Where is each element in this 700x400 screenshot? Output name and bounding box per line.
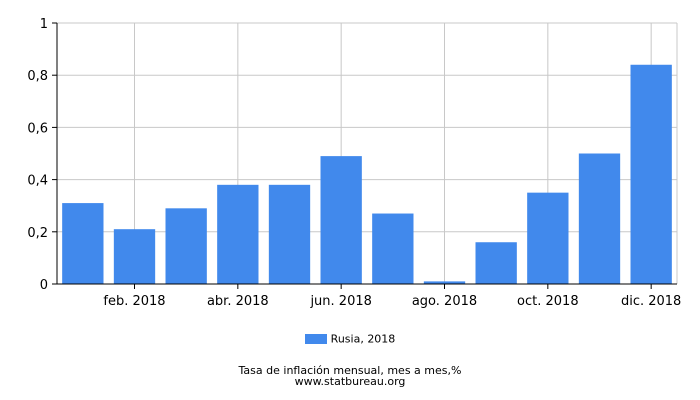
chart-title: Tasa de inflación mensual, mes a mes,% xyxy=(238,364,462,377)
y-tick-label: 0,6 xyxy=(27,121,48,136)
x-tick-label-ago-2018: ago. 2018 xyxy=(412,294,477,309)
bar-sep-2018 xyxy=(475,242,517,284)
axes: 0 0,2 0,4 0,6 0,8 1 feb. 2018 abr. 2018 jun. 201… xyxy=(27,17,681,309)
bars xyxy=(62,64,672,284)
bar-feb-2018 xyxy=(113,229,156,284)
legend-swatch xyxy=(304,334,327,344)
bar-mar-2018 xyxy=(165,208,207,284)
legend-label: Rusia, 2018 xyxy=(330,332,396,346)
bar-ene-2018 xyxy=(62,203,104,284)
bar-jun-2018 xyxy=(320,156,362,284)
source-url: www.statbureau.org xyxy=(294,375,406,388)
bar-may-2018 xyxy=(268,184,311,284)
x-tick-label-abr-2018: abr. 2018 xyxy=(207,294,269,309)
y-tick-label: 0 xyxy=(40,278,48,293)
bar-jul-2018 xyxy=(372,213,414,284)
x-tick-label-jun-2018: jun. 2018 xyxy=(309,294,371,309)
y-tick-label: 0,8 xyxy=(27,69,48,84)
y-tick-label: 1 xyxy=(40,17,48,32)
bar-nov-2018 xyxy=(578,153,621,284)
bar-ago-2018 xyxy=(423,281,466,284)
legend: Rusia, 2018 xyxy=(0,332,700,346)
x-tick-label-dic-2018: dic. 2018 xyxy=(621,294,681,309)
bar-dic-2018 xyxy=(630,64,672,284)
x-tick-label-feb-2018: feb. 2018 xyxy=(103,294,165,309)
y-tick-label: 0,2 xyxy=(27,226,48,241)
bar-abr-2018 xyxy=(217,184,259,284)
y-tick-label: 0,4 xyxy=(27,174,48,189)
inflation-bar-chart: 0 0,2 0,4 0,6 0,8 1 feb. 2018 abr. 2018 jun. 201… xyxy=(27,17,681,309)
bar-oct-2018 xyxy=(527,192,569,284)
x-tick-label-oct-2018: oct. 2018 xyxy=(517,294,579,309)
